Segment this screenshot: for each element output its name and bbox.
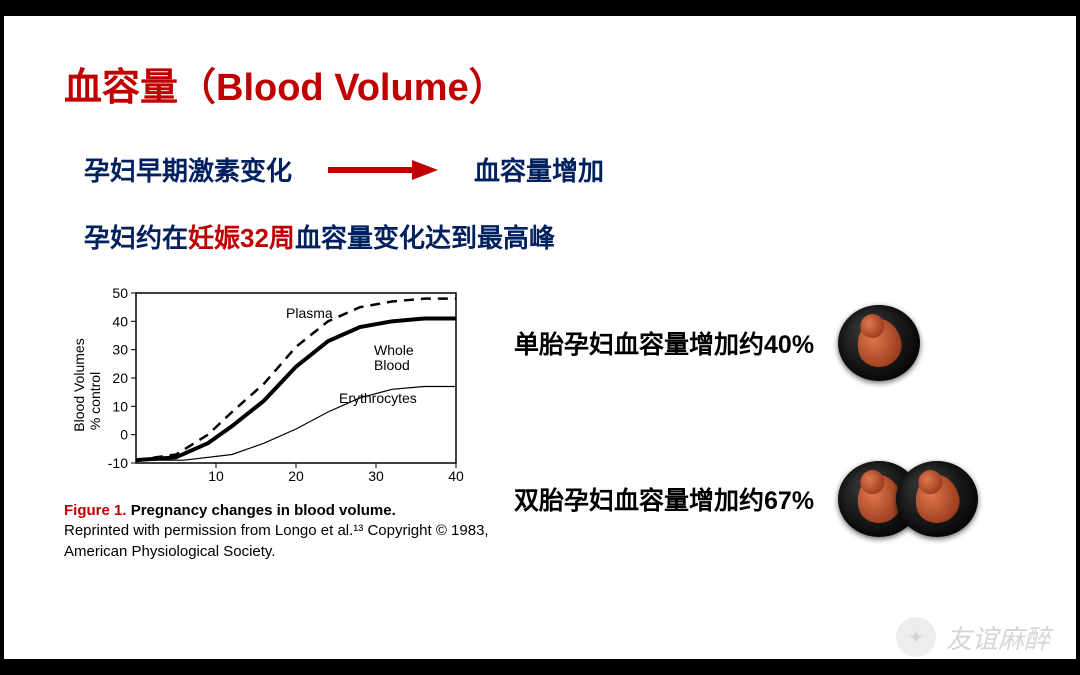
- line1-right: 血容量增加: [474, 151, 604, 188]
- line1: 孕妇早期激素变化 血容量增加: [84, 151, 1016, 188]
- stat-twin-text: 双胎孕妇血容量增加约67%: [514, 481, 814, 517]
- arrow-icon: [328, 160, 438, 180]
- slide: 血容量（Blood Volume） 孕妇早期激素变化 血容量增加 孕妇约在妊娠3…: [4, 16, 1076, 659]
- watermark: ✦ 友谊麻醉: [896, 617, 1050, 657]
- stat-single-text: 单胎孕妇血容量增加约40%: [514, 325, 814, 361]
- caption-body: Reprinted with permission from Longo et …: [64, 522, 489, 559]
- right-column: 单胎孕妇血容量增加约40% 双胎孕妇血容量增加约67%: [514, 275, 1016, 537]
- svg-text:40: 40: [112, 313, 128, 329]
- stat-twin: 双胎孕妇血容量增加约67%: [514, 461, 1016, 537]
- slide-title: 血容量（Blood Volume）: [64, 56, 1016, 111]
- fetus-twin-icon: [838, 461, 978, 537]
- svg-text:10: 10: [208, 468, 224, 484]
- line2-highlight: 妊娠32周: [188, 223, 295, 253]
- line2: 孕妇约在妊娠32周血容量变化达到最高峰: [84, 218, 1016, 255]
- watermark-icon: ✦: [896, 617, 936, 657]
- caption-title: Pregnancy changes in blood volume.: [131, 502, 396, 519]
- svg-text:20: 20: [288, 468, 304, 484]
- svg-text:Blood: Blood: [374, 357, 410, 373]
- watermark-text: 友谊麻醉: [946, 619, 1050, 656]
- line1-left: 孕妇早期激素变化: [84, 151, 292, 188]
- svg-text:Whole: Whole: [374, 342, 414, 358]
- svg-text:10: 10: [112, 398, 128, 414]
- stat-single: 单胎孕妇血容量增加约40%: [514, 305, 1016, 381]
- svg-text:Erythrocytes: Erythrocytes: [339, 390, 417, 406]
- line2-prefix: 孕妇约在: [84, 223, 188, 253]
- figure-caption: Figure 1. Pregnancy changes in blood vol…: [64, 501, 494, 562]
- caption-label: Figure 1.: [64, 502, 127, 519]
- svg-text:% control: % control: [87, 372, 103, 430]
- svg-text:-10: -10: [108, 455, 128, 471]
- svg-text:40: 40: [448, 468, 464, 484]
- svg-text:Plasma: Plasma: [286, 305, 333, 321]
- svg-text:20: 20: [112, 370, 128, 386]
- svg-text:30: 30: [368, 468, 384, 484]
- chart: -10 0 10 20 30 40 50 10 20 30 40 Blood Volumes% con…: [64, 275, 474, 490]
- svg-text:Blood Volumes: Blood Volumes: [71, 338, 87, 431]
- svg-text:50: 50: [112, 285, 128, 301]
- svg-text:30: 30: [112, 342, 128, 358]
- figure-block: -10 0 10 20 30 40 50 10 20 30 40 Blood Volumes% con…: [64, 275, 494, 562]
- line2-suffix: 血容量变化达到最高峰: [295, 223, 555, 253]
- svg-text:0: 0: [120, 427, 128, 443]
- content-row: -10 0 10 20 30 40 50 10 20 30 40 Blood Volumes% con…: [64, 275, 1016, 562]
- fetus-single-icon: [838, 305, 920, 381]
